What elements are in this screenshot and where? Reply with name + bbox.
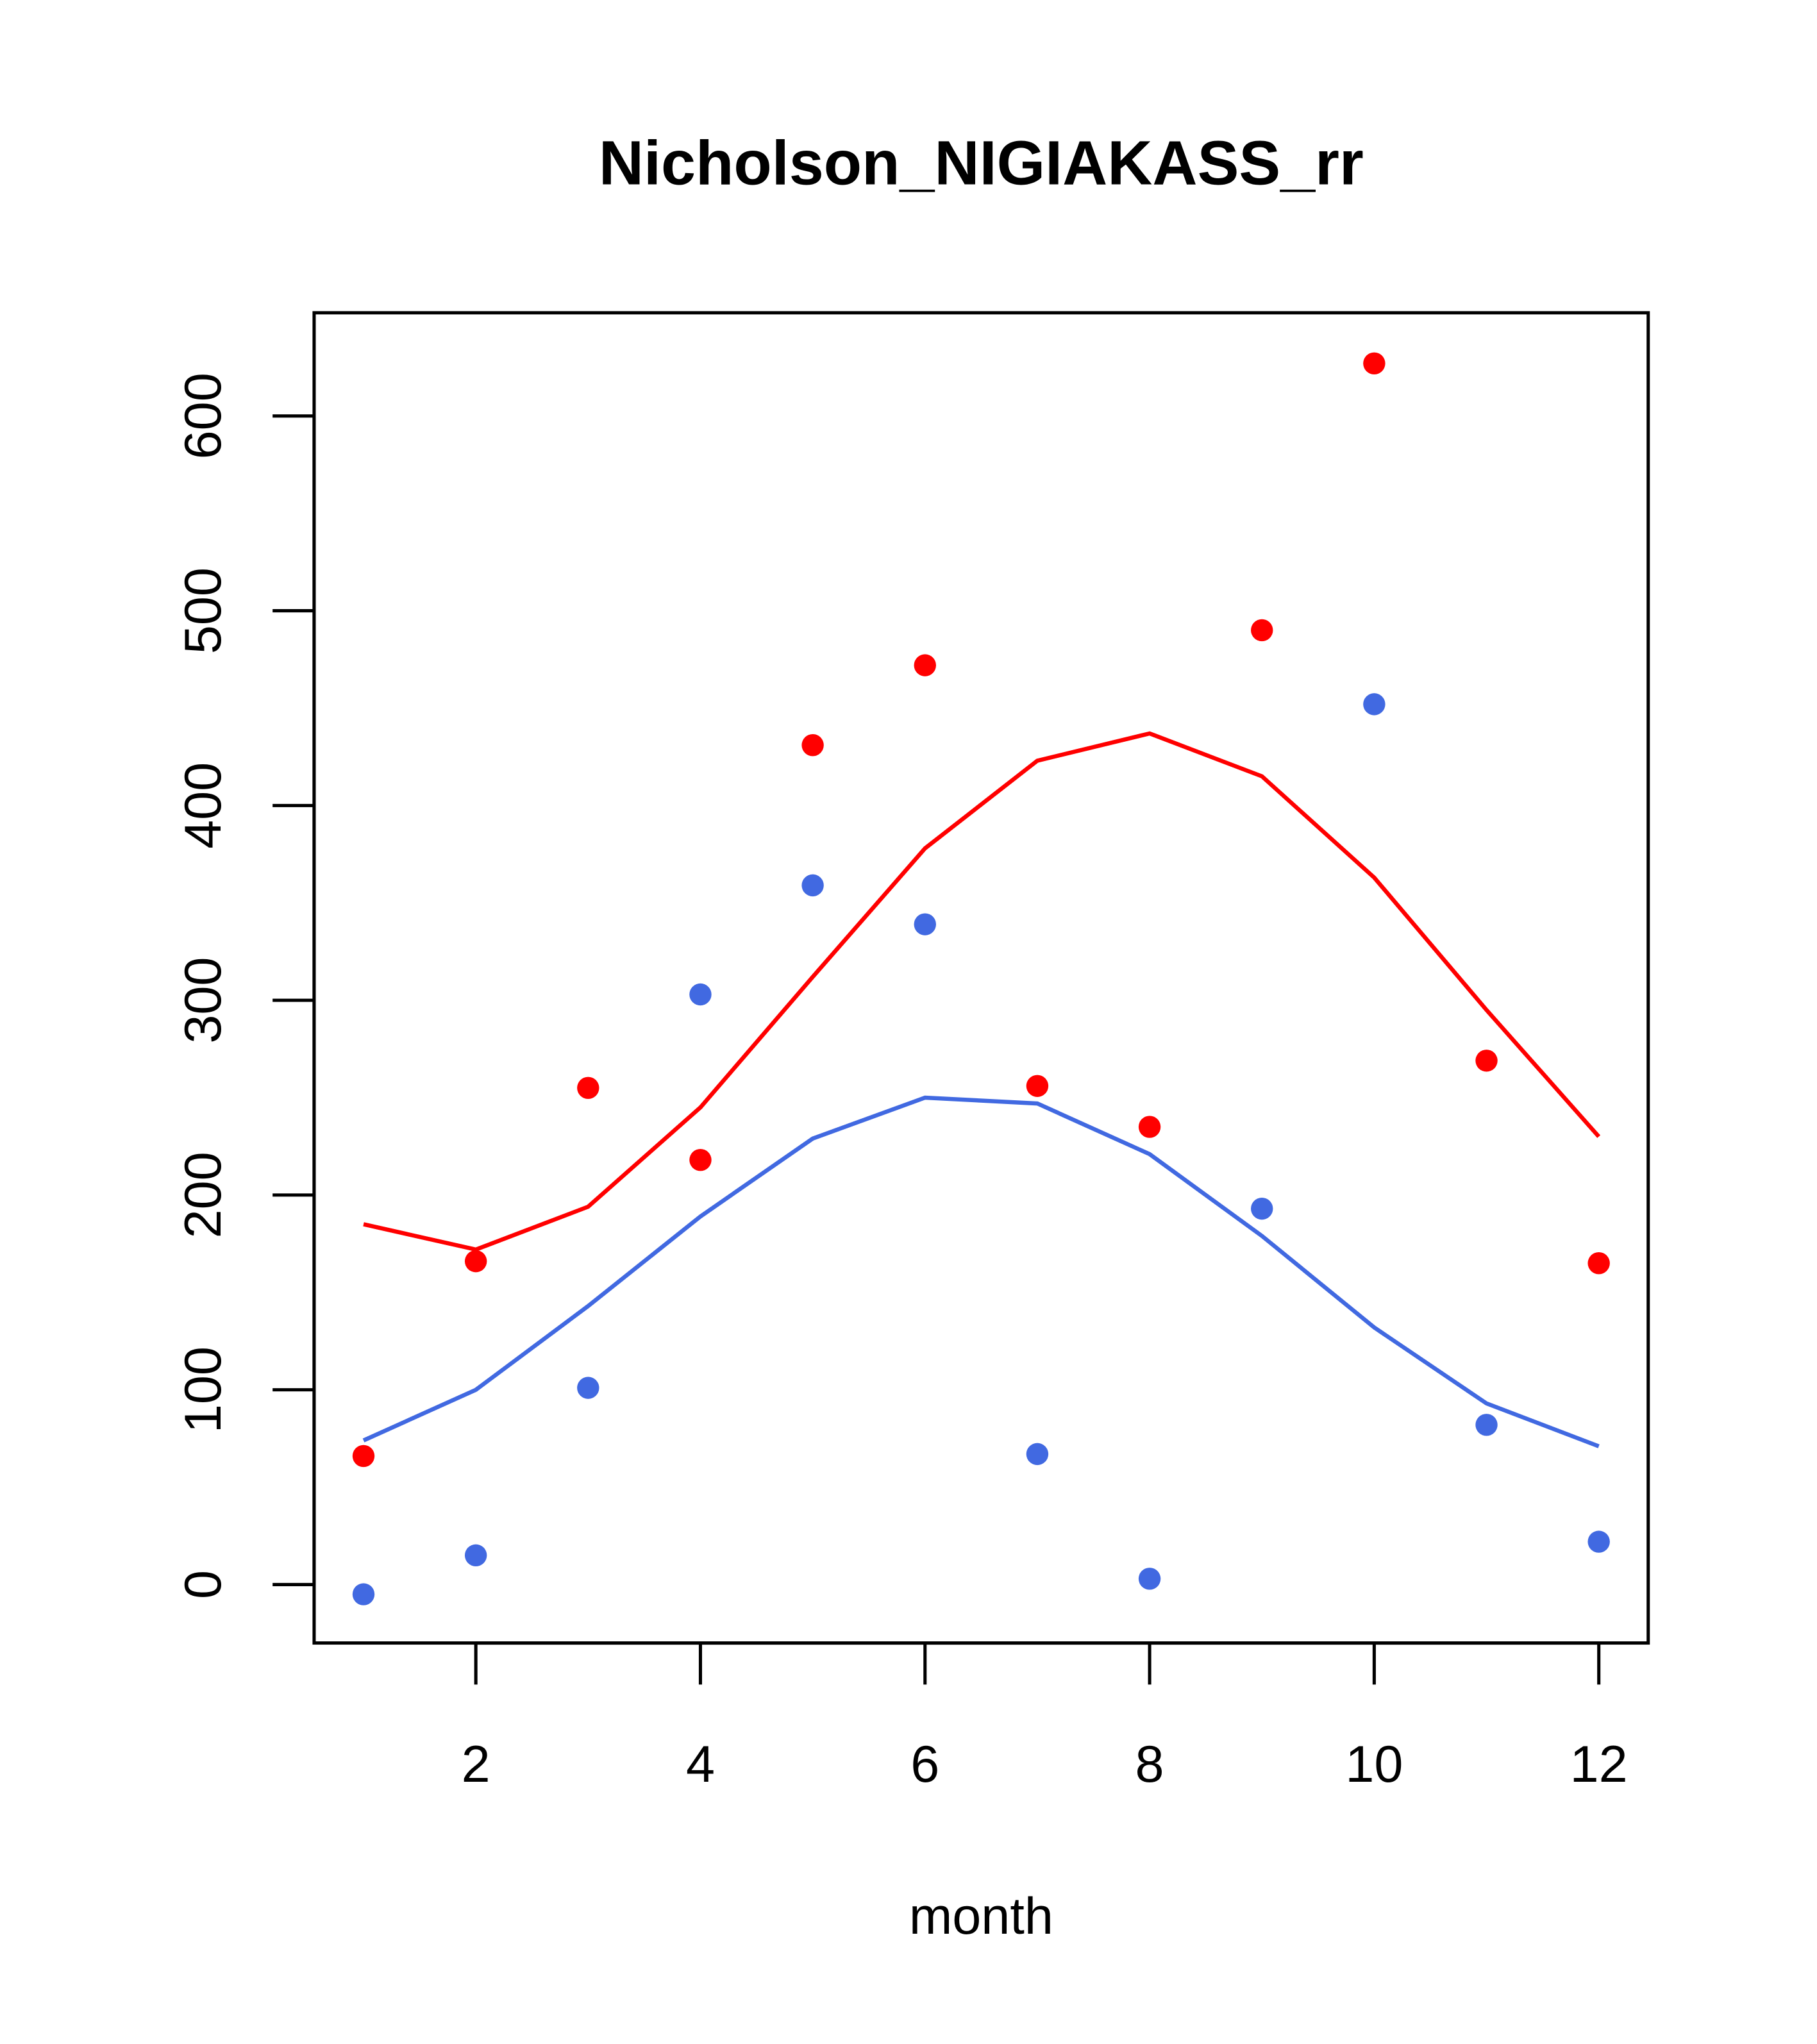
series-layer [352, 352, 1610, 1605]
x-axis-label: month [909, 1888, 1053, 1945]
y-tick-label: 100 [174, 1346, 232, 1433]
x-tick-label: 8 [1135, 1736, 1164, 1793]
red-points-point [914, 654, 936, 676]
blue-points-point [1251, 1197, 1273, 1220]
y-axis: 0 100 200 300 400 500 600 [174, 373, 316, 1599]
y-tick-label: 200 [174, 1152, 232, 1238]
red-points-point [1475, 1050, 1498, 1072]
blue-points-point [801, 874, 824, 897]
y-tick-label: 400 [174, 762, 232, 849]
x-tick-label: 12 [1570, 1736, 1628, 1793]
red-points-point [801, 733, 824, 757]
blue-points-point [577, 1377, 599, 1399]
blue-points-point [1026, 1443, 1049, 1466]
red-line-series [363, 731, 1601, 1252]
x-tick-label: 4 [686, 1736, 715, 1793]
blue-points-point [914, 913, 936, 935]
red-points-point [464, 1250, 487, 1273]
blue-points-point [1587, 1530, 1610, 1553]
y-tick-label: 0 [174, 1570, 232, 1599]
red-points-point [1251, 619, 1273, 642]
red-points-point [577, 1076, 599, 1100]
red-points-point [352, 1445, 375, 1468]
blue-points-point [689, 983, 712, 1006]
y-tick-label: 300 [174, 957, 232, 1044]
red-points-point [1587, 1252, 1610, 1275]
blue-points-point [1475, 1414, 1498, 1436]
x-tick-label: 10 [1345, 1736, 1403, 1793]
y-tick-label: 500 [174, 567, 232, 654]
blue-points-point [464, 1544, 487, 1567]
blue-points-point [1138, 1568, 1161, 1590]
blue-points-point [1363, 693, 1386, 716]
chart-title: Nicholson_NIGIAKASS_rr [599, 128, 1364, 197]
x-tick-label: 2 [462, 1736, 490, 1793]
red-points-point [1026, 1075, 1049, 1097]
x-axis: 2 4 6 8 10 12 [462, 1641, 1628, 1793]
blue-points-point [352, 1583, 375, 1605]
x-tick-label: 6 [910, 1736, 939, 1793]
plot-area [312, 311, 1650, 1645]
red-points-point [689, 1148, 712, 1171]
red-points-point [1363, 352, 1386, 374]
y-tick-label: 600 [174, 373, 232, 459]
blue-line-series [362, 1095, 1600, 1448]
red-points-point [1138, 1116, 1161, 1138]
